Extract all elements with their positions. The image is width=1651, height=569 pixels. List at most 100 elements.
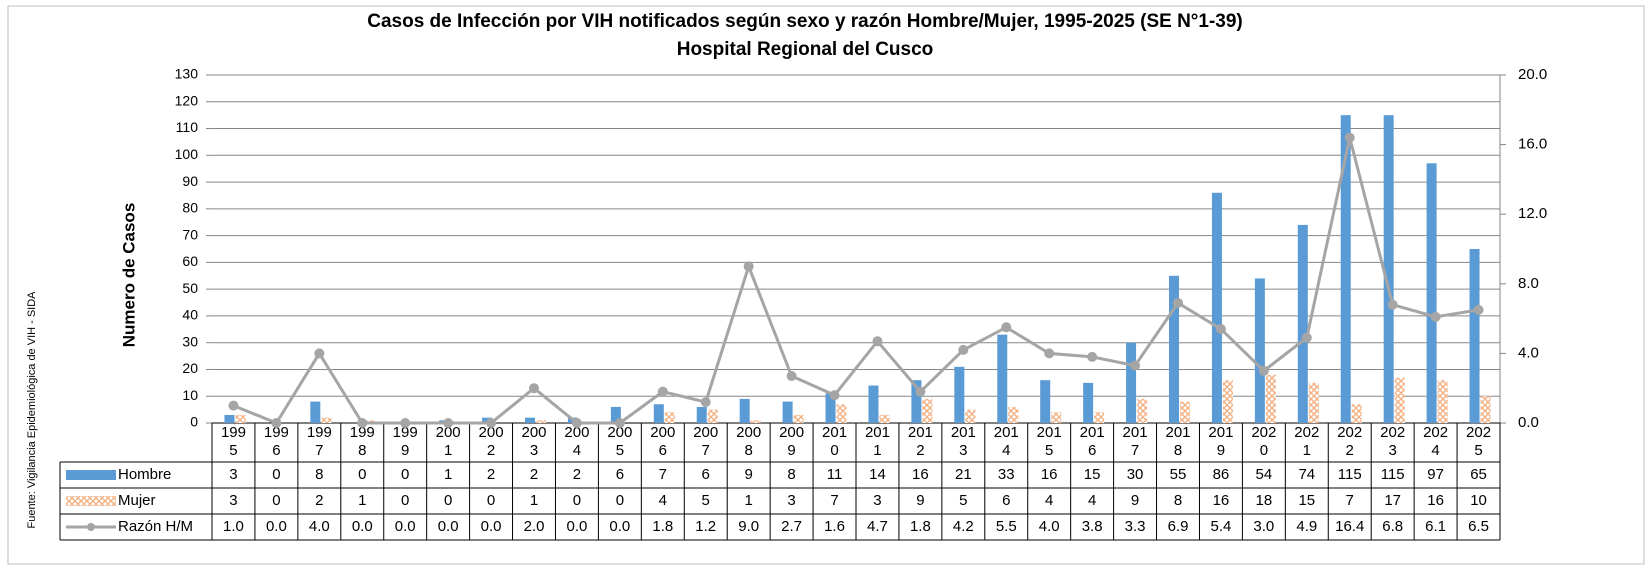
table-cell: 0.0	[567, 518, 588, 535]
line-marker	[1258, 365, 1269, 376]
table-cell: 2	[315, 492, 323, 509]
x-tick-label-part: 5	[1045, 442, 1053, 459]
x-tick-label-part: 201	[951, 424, 976, 441]
table-cell: 2	[530, 466, 538, 483]
table-cell: 14	[869, 466, 886, 483]
table-cell: 5	[959, 492, 967, 509]
table-cell: 0	[358, 466, 366, 483]
table-cell: 21	[955, 466, 972, 483]
line-marker	[357, 418, 368, 428]
x-tick-label-part: 7	[702, 442, 710, 459]
table-cell: 6.5	[1468, 518, 1489, 535]
y-tick-label: 20	[182, 360, 198, 376]
x-tick-label: 201 8	[1165, 424, 1190, 459]
x-tick-label: 201 5	[1037, 424, 1062, 459]
x-tick-label: 199 7	[307, 424, 332, 459]
y2-tick-label: 0.0	[1518, 414, 1539, 431]
y2-tick-label: 4.0	[1518, 344, 1539, 361]
table-cell: 3.0	[1253, 518, 1274, 535]
line-marker	[1087, 351, 1098, 362]
line-marker	[786, 371, 797, 382]
table-cell: 0.0	[438, 518, 459, 535]
table-cell: 0.0	[481, 518, 502, 535]
table-cell: 16	[1041, 466, 1058, 483]
y-tick-label: 60	[182, 253, 198, 269]
bar	[1383, 115, 1394, 424]
table-cell: 3	[229, 492, 237, 509]
bar	[1426, 163, 1437, 424]
line-marker	[829, 390, 840, 401]
table-cell: 18	[1256, 492, 1273, 509]
table-cell: 16	[1427, 492, 1444, 509]
line	[232, 137, 1479, 425]
x-tick-label-part: 1	[444, 442, 452, 459]
x-tick-label-part: 199	[350, 424, 375, 441]
table-cell: 15	[1298, 492, 1315, 509]
bar	[954, 366, 965, 423]
table-cell: 4.0	[309, 518, 330, 535]
y-tick-label: 130	[175, 66, 199, 82]
table-cell: 15	[1084, 466, 1101, 483]
table-cell: 1.8	[910, 518, 931, 535]
x-tick-label-part: 8	[744, 442, 752, 459]
x-tick-label: 202 4	[1423, 424, 1448, 459]
table-cell: 0	[444, 492, 452, 509]
table-cell: 4.0	[1039, 518, 1060, 535]
y-tick-label: 10	[182, 387, 198, 403]
x-tick-label: 199 5	[221, 424, 246, 459]
bar	[825, 393, 836, 423]
bar	[868, 385, 879, 423]
x-tick-label-part: 4	[1002, 442, 1010, 459]
table-cell: 86	[1213, 466, 1230, 483]
x-tick-label-part: 201	[822, 424, 847, 441]
line-marker	[1215, 324, 1226, 335]
x-tick-label-part: 201	[1208, 424, 1233, 441]
x-tick-label-part: 6	[659, 442, 667, 459]
bar	[536, 420, 546, 423]
bar	[1394, 377, 1405, 423]
bar	[1480, 396, 1491, 423]
x-tick-label-part: 9	[1217, 442, 1225, 459]
bar	[1351, 404, 1362, 423]
table-cell: 16	[912, 466, 929, 483]
x-tick-label-part: 6	[272, 442, 280, 459]
y-tick-label: 110	[176, 119, 199, 135]
table-cell: 0	[573, 492, 581, 509]
line-marker	[314, 348, 325, 359]
table-cell: 6	[616, 466, 624, 483]
table-cell: 0	[401, 466, 409, 483]
line-marker	[1387, 299, 1398, 310]
x-tick-label-part: 1	[873, 442, 881, 459]
table-cell: 30	[1127, 466, 1144, 483]
y-tick-label: 120	[175, 92, 199, 108]
x-tick-label: 201 6	[1080, 424, 1105, 459]
line-marker	[1173, 297, 1183, 308]
table-cell: 4	[1088, 492, 1096, 509]
x-tick-label-part: 6	[1088, 442, 1096, 459]
bar	[1169, 275, 1179, 423]
bar	[1254, 278, 1265, 423]
x-tick-label-part: 201	[908, 424, 933, 441]
x-tick-label-part: 201	[1037, 424, 1062, 441]
chart-subtitle: Hospital Regional del Cusco	[677, 39, 934, 60]
x-tick-label: 200 3	[521, 424, 546, 459]
bar	[1094, 412, 1105, 423]
x-tick-label-part: 7	[315, 442, 323, 459]
table-cell: 74	[1298, 466, 1315, 483]
x-tick-label: 200 1	[436, 424, 461, 459]
y-tick-label: 30	[182, 333, 198, 349]
x-tick-label-part: 9	[401, 442, 409, 459]
table-cell: 1.8	[652, 518, 673, 535]
x-tick-label-part: 200	[650, 424, 675, 441]
bar	[707, 409, 718, 423]
x-tick-label: 201 7	[1123, 424, 1148, 459]
legend-label: Mujer	[118, 492, 156, 509]
table-cell: 4	[659, 492, 667, 509]
line-marker	[443, 418, 454, 428]
x-tick-label-part: 2	[487, 442, 495, 459]
line-marker	[915, 386, 926, 397]
line-marker	[614, 418, 625, 428]
table-cell: 54	[1256, 466, 1273, 483]
table-cell: 1	[530, 492, 538, 509]
